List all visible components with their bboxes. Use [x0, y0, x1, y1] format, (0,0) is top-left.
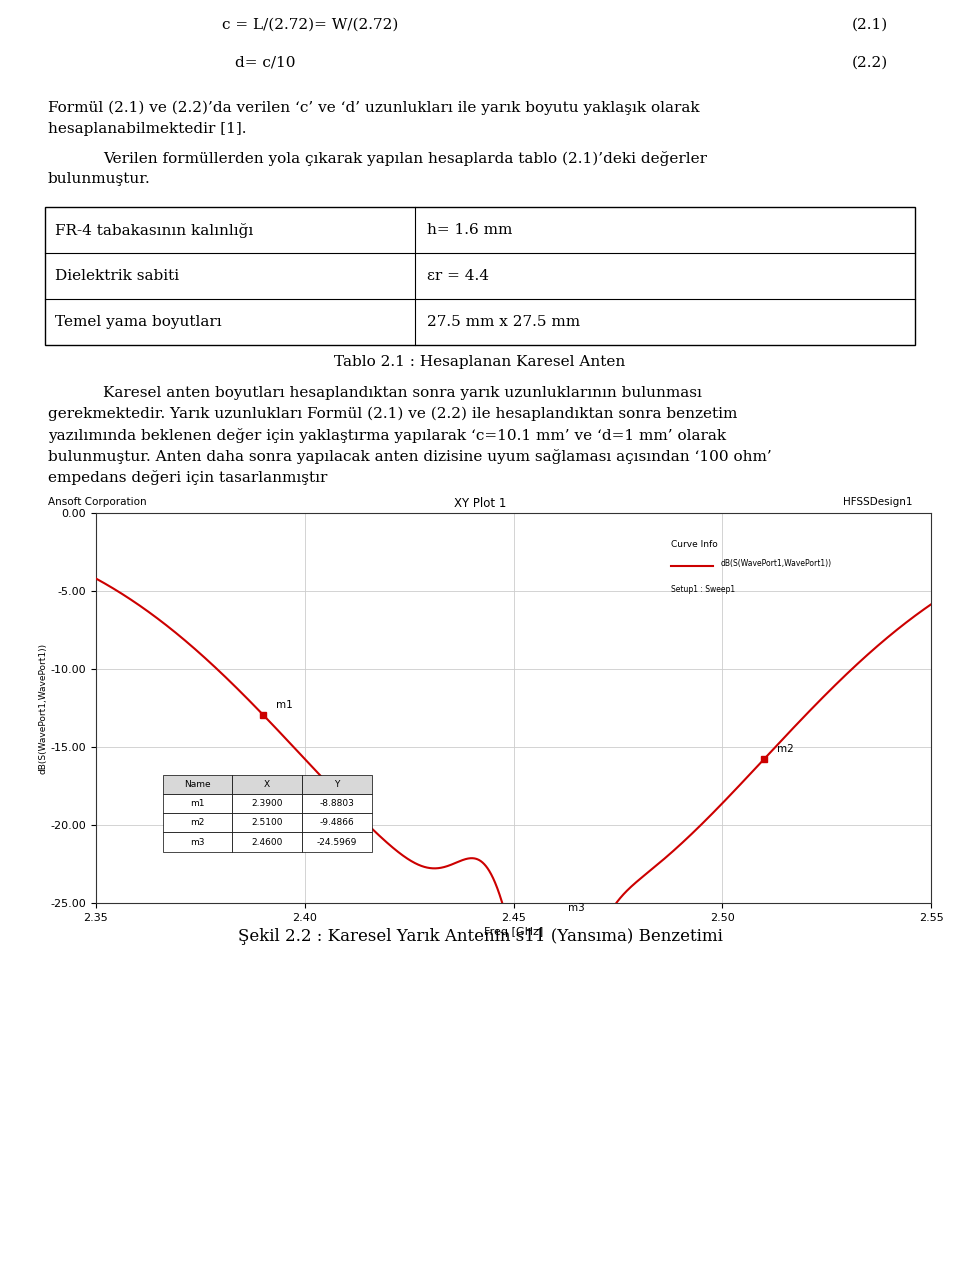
Text: HFSSDesign1: HFSSDesign1: [843, 497, 912, 507]
Text: d= c/10: d= c/10: [235, 56, 296, 70]
Bar: [45, 207, 915, 346]
Text: Temel yama boyutları: Temel yama boyutları: [55, 315, 222, 329]
Text: hesaplanabilmektedir [1].: hesaplanabilmektedir [1].: [48, 122, 247, 136]
X-axis label: Freq [GHz]: Freq [GHz]: [484, 927, 543, 937]
Text: FR-4 tabakasının kalınlığı: FR-4 tabakasının kalınlığı: [55, 223, 253, 238]
Text: Verilen formüllerden yola çıkarak yapılan hesaplarda tablo (2.1)’deki değerler: Verilen formüllerden yola çıkarak yapıla…: [103, 151, 707, 166]
Text: m1: m1: [276, 700, 292, 710]
Text: Formül (2.1) ve (2.2)’da verilen ‘c’ ve ‘d’ uzunlukları ile yarık boyutu yaklaşı: Formül (2.1) ve (2.2)’da verilen ‘c’ ve …: [48, 101, 700, 115]
Text: Karesel anten boyutları hesaplandıktan sonra yarık uzunluklarının bulunması: Karesel anten boyutları hesaplandıktan s…: [103, 387, 702, 399]
Text: Ansoft Corporation: Ansoft Corporation: [48, 497, 147, 507]
Text: bulunmuştur.: bulunmuştur.: [48, 172, 151, 186]
Y-axis label: dB(S(WavePort1,WavePort1)): dB(S(WavePort1,WavePort1)): [38, 643, 48, 773]
Text: Şekil 2.2 : Karesel Yarık Antenin s11 (Yansıma) Benzetimi: Şekil 2.2 : Karesel Yarık Antenin s11 (Y…: [237, 928, 723, 945]
Text: (2.1): (2.1): [852, 18, 888, 32]
Text: (2.2): (2.2): [852, 56, 888, 70]
Text: bulunmuştur. Anten daha sonra yapılacak anten dizisine uyum sağlaması açısından : bulunmuştur. Anten daha sonra yapılacak …: [48, 449, 772, 463]
Text: empedans değeri için tasarlanmıştır: empedans değeri için tasarlanmıştır: [48, 470, 327, 485]
Text: m2: m2: [777, 745, 793, 754]
Text: 27.5 mm x 27.5 mm: 27.5 mm x 27.5 mm: [427, 315, 580, 329]
Text: yazılımında beklenen değer için yaklaştırma yapılarak ‘c=10.1 mm’ ve ‘d=1 mm’ ol: yazılımında beklenen değer için yaklaştı…: [48, 428, 726, 443]
Text: Tablo 2.1 : Hesaplanan Karesel Anten: Tablo 2.1 : Hesaplanan Karesel Anten: [334, 355, 626, 369]
Text: εr = 4.4: εr = 4.4: [427, 269, 489, 283]
Text: Dielektrik sabiti: Dielektrik sabiti: [55, 269, 180, 283]
Text: XY Plot 1: XY Plot 1: [454, 497, 506, 509]
Text: h= 1.6 mm: h= 1.6 mm: [427, 223, 513, 237]
Text: m3: m3: [568, 902, 585, 913]
Text: c = L/(2.72)= W/(2.72): c = L/(2.72)= W/(2.72): [222, 18, 398, 32]
Text: gerekmektedir. Yarık uzunlukları Formül (2.1) ve (2.2) ile hesaplandıktan sonra : gerekmektedir. Yarık uzunlukları Formül …: [48, 407, 737, 421]
